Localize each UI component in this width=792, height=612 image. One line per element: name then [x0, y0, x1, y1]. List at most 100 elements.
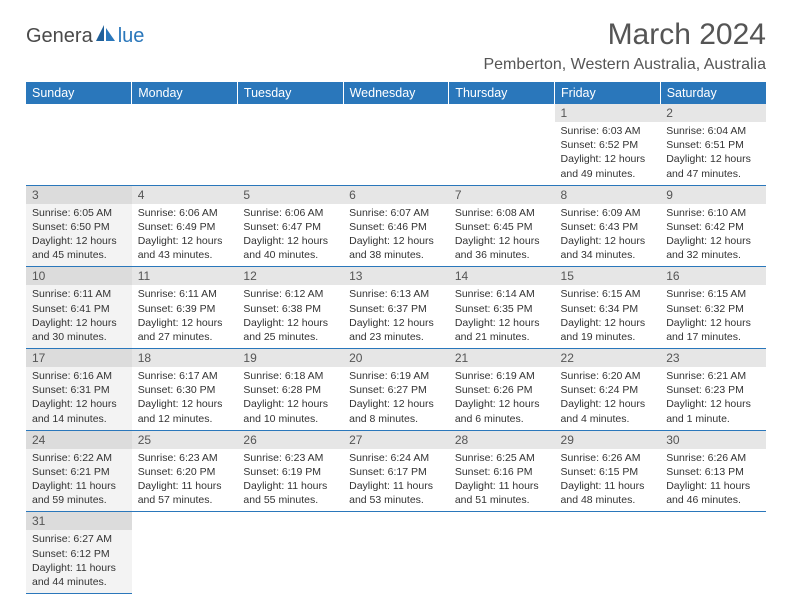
- day-number-cell: 27: [343, 430, 449, 449]
- day-content-cell: Sunrise: 6:10 AMSunset: 6:42 PMDaylight:…: [660, 204, 766, 267]
- sunset-text: Sunset: 6:35 PM: [455, 302, 549, 316]
- day-number-cell: 13: [343, 267, 449, 286]
- day-content-cell: Sunrise: 6:06 AMSunset: 6:49 PMDaylight:…: [132, 204, 238, 267]
- daylight-text: Daylight: 11 hours and 51 minutes.: [455, 479, 549, 507]
- day-content-cell: Sunrise: 6:23 AMSunset: 6:20 PMDaylight:…: [132, 449, 238, 512]
- sunrise-text: Sunrise: 6:11 AM: [138, 287, 232, 301]
- sunset-text: Sunset: 6:12 PM: [32, 547, 126, 561]
- logo-sail-icon: [95, 24, 117, 48]
- sunset-text: Sunset: 6:26 PM: [455, 383, 549, 397]
- daylight-text: Daylight: 11 hours and 55 minutes.: [243, 479, 337, 507]
- sunrise-text: Sunrise: 6:16 AM: [32, 369, 126, 383]
- day-number-cell: 3: [26, 185, 132, 204]
- day-number-cell: 5: [237, 185, 343, 204]
- sunrise-text: Sunrise: 6:27 AM: [32, 532, 126, 546]
- day-number-cell: 11: [132, 267, 238, 286]
- sunrise-text: Sunrise: 6:18 AM: [243, 369, 337, 383]
- sunrise-text: Sunrise: 6:26 AM: [561, 451, 655, 465]
- logo-text-2: lue: [118, 25, 145, 48]
- weekday-header: Wednesday: [343, 82, 449, 104]
- day-content-cell: [343, 530, 449, 593]
- day-content-cell: [132, 530, 238, 593]
- day-content-cell: Sunrise: 6:15 AMSunset: 6:32 PMDaylight:…: [660, 285, 766, 348]
- daylight-text: Daylight: 12 hours and 19 minutes.: [561, 316, 655, 344]
- daylight-text: Daylight: 12 hours and 32 minutes.: [666, 234, 760, 262]
- day-number-row: 31: [26, 512, 766, 531]
- day-content-row: Sunrise: 6:11 AMSunset: 6:41 PMDaylight:…: [26, 285, 766, 348]
- sunset-text: Sunset: 6:47 PM: [243, 220, 337, 234]
- daylight-text: Daylight: 12 hours and 8 minutes.: [349, 397, 443, 425]
- day-content-row: Sunrise: 6:22 AMSunset: 6:21 PMDaylight:…: [26, 449, 766, 512]
- sunrise-text: Sunrise: 6:13 AM: [349, 287, 443, 301]
- sunrise-text: Sunrise: 6:09 AM: [561, 206, 655, 220]
- day-content-cell: Sunrise: 6:06 AMSunset: 6:47 PMDaylight:…: [237, 204, 343, 267]
- day-content-cell: Sunrise: 6:26 AMSunset: 6:13 PMDaylight:…: [660, 449, 766, 512]
- daylight-text: Daylight: 12 hours and 23 minutes.: [349, 316, 443, 344]
- sunset-text: Sunset: 6:39 PM: [138, 302, 232, 316]
- daylight-text: Daylight: 12 hours and 21 minutes.: [455, 316, 549, 344]
- day-content-cell: Sunrise: 6:17 AMSunset: 6:30 PMDaylight:…: [132, 367, 238, 430]
- day-number-row: 12: [26, 104, 766, 122]
- day-number-cell: 18: [132, 349, 238, 368]
- day-number-row: 17181920212223: [26, 349, 766, 368]
- day-number-cell: 6: [343, 185, 449, 204]
- day-number-cell: 15: [555, 267, 661, 286]
- sunrise-text: Sunrise: 6:14 AM: [455, 287, 549, 301]
- day-number-row: 24252627282930: [26, 430, 766, 449]
- day-number-cell: 7: [449, 185, 555, 204]
- day-content-row: Sunrise: 6:16 AMSunset: 6:31 PM Daylight:…: [26, 367, 766, 430]
- sunrise-text: Sunrise: 6:10 AM: [666, 206, 760, 220]
- daylight-text: Daylight: 12 hours and 36 minutes.: [455, 234, 549, 262]
- daylight-text: Daylight: 11 hours and 44 minutes.: [32, 561, 126, 589]
- calendar-table: SundayMondayTuesdayWednesdayThursdayFrid…: [26, 82, 766, 594]
- sunset-text: Sunset: 6:41 PM: [32, 302, 126, 316]
- sunrise-text: Sunrise: 6:23 AM: [243, 451, 337, 465]
- daylight-text: Daylight: 12 hours and 27 minutes.: [138, 316, 232, 344]
- day-number-cell: 22: [555, 349, 661, 368]
- daylight-text: Daylight: 12 hours and 30 minutes.: [32, 316, 126, 344]
- sunrise-text: Sunrise: 6:22 AM: [32, 451, 126, 465]
- day-content-cell: Sunrise: 6:05 AMSunset: 6:50 PMDaylight:…: [26, 204, 132, 267]
- day-content-cell: Sunrise: 6:22 AMSunset: 6:21 PMDaylight:…: [26, 449, 132, 512]
- day-content-cell: Sunrise: 6:08 AMSunset: 6:45 PMDaylight:…: [449, 204, 555, 267]
- day-number-cell: 24: [26, 430, 132, 449]
- day-content-cell: Sunrise: 6:12 AMSunset: 6:38 PMDaylight:…: [237, 285, 343, 348]
- sunrise-text: Sunrise: 6:07 AM: [349, 206, 443, 220]
- day-number-cell: [660, 512, 766, 531]
- sunset-text: Sunset: 6:27 PM: [349, 383, 443, 397]
- daylight-text: Daylight: 12 hours and 47 minutes.: [666, 152, 760, 180]
- title-block: March 2024 Pemberton, Western Australia,…: [483, 18, 766, 80]
- day-content-cell: Sunrise: 6:25 AMSunset: 6:16 PMDaylight:…: [449, 449, 555, 512]
- daylight-text: Daylight: 12 hours and 34 minutes.: [561, 234, 655, 262]
- day-number-cell: 25: [132, 430, 238, 449]
- day-content-cell: Sunrise: 6:07 AMSunset: 6:46 PMDaylight:…: [343, 204, 449, 267]
- sunrise-text: Sunrise: 6:23 AM: [138, 451, 232, 465]
- day-content-cell: Sunrise: 6:19 AMSunset: 6:27 PMDaylight:…: [343, 367, 449, 430]
- location: Pemberton, Western Australia, Australia: [483, 56, 766, 74]
- day-number-cell: [449, 104, 555, 122]
- day-number-cell: 26: [237, 430, 343, 449]
- day-number-cell: [555, 512, 661, 531]
- daylight-text: Daylight: 12 hours and 49 minutes.: [561, 152, 655, 180]
- sunrise-text: Sunrise: 6:26 AM: [666, 451, 760, 465]
- sunrise-text: Sunrise: 6:08 AM: [455, 206, 549, 220]
- header: Genera lue March 2024 Pemberton, Western…: [26, 18, 766, 80]
- sunset-text: Sunset: 6:20 PM: [138, 465, 232, 479]
- day-number-cell: 19: [237, 349, 343, 368]
- daylight-text: Daylight: 11 hours and 59 minutes.: [32, 479, 126, 507]
- day-number-cell: 20: [343, 349, 449, 368]
- day-content-cell: Sunrise: 6:20 AMSunset: 6:24 PMDaylight:…: [555, 367, 661, 430]
- day-content-cell: Sunrise: 6:19 AMSunset: 6:26 PMDaylight:…: [449, 367, 555, 430]
- sunset-text: Sunset: 6:31 PM: [32, 383, 126, 397]
- day-number-cell: [237, 512, 343, 531]
- day-number-cell: 10: [26, 267, 132, 286]
- day-content-cell: [555, 530, 661, 593]
- sunrise-text: Sunrise: 6:03 AM: [561, 124, 655, 138]
- weekday-header: Friday: [555, 82, 661, 104]
- daylight-text: Daylight: 12 hours and 40 minutes.: [243, 234, 337, 262]
- calendar-body: 12Sunrise: 6:03 AMSunset: 6:52 PMDayligh…: [26, 104, 766, 594]
- daylight-text: Daylight: 12 hours and 45 minutes.: [32, 234, 126, 262]
- day-number-cell: [132, 512, 238, 531]
- sunset-text: Sunset: 6:16 PM: [455, 465, 549, 479]
- logo-text-1: Genera: [26, 25, 93, 48]
